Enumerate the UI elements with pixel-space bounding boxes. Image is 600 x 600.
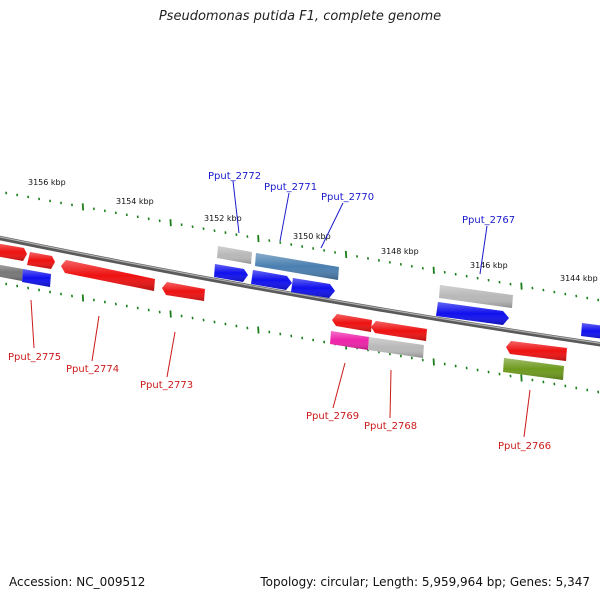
label-leader-lines <box>30 180 531 438</box>
topology-text: Topology: circular; Length: 5,959,964 bp… <box>260 575 590 589</box>
ruler-top <box>5 191 600 302</box>
gene-label-pput-2775[interactable]: Pput_2775 <box>8 352 61 363</box>
genome-backbone <box>0 235 600 347</box>
accession-text: Accession: NC_009512 <box>9 575 146 589</box>
tick-label-3154: 3154 kbp <box>116 197 154 206</box>
gene-label-pput-2772[interactable]: Pput_2772 <box>208 171 261 182</box>
gene-labels-bottom: Pput_2775 Pput_2774 Pput_2773 Pput_2769 … <box>8 352 551 452</box>
gene-label-pput-2766[interactable]: Pput_2766 <box>498 441 551 452</box>
gene-label-pput-2771[interactable]: Pput_2771 <box>264 182 317 193</box>
gene-features[interactable] <box>0 243 600 380</box>
genome-title: Pseudomonas putida F1, complete genome <box>158 9 442 24</box>
gene-label-pput-2767[interactable]: Pput_2767 <box>462 215 515 226</box>
gene-label-pput-2768[interactable]: Pput_2768 <box>364 421 417 432</box>
gene-labels-top: Pput_2772 Pput_2771 Pput_2770 Pput_2767 <box>208 171 515 226</box>
tick-labels: 3156 kbp 3154 kbp 3152 kbp 3150 kbp 3148… <box>28 178 598 283</box>
tick-label-3150: 3150 kbp <box>293 232 331 241</box>
gene-label-pput-2769[interactable]: Pput_2769 <box>306 411 359 422</box>
gene-label-pput-2773[interactable]: Pput_2773 <box>140 380 193 391</box>
gene-label-pput-2770[interactable]: Pput_2770 <box>321 192 374 203</box>
tick-label-3144: 3144 kbp <box>560 274 598 283</box>
tick-label-3148: 3148 kbp <box>381 247 419 256</box>
tick-label-3156: 3156 kbp <box>28 178 66 187</box>
gene-label-pput-2774[interactable]: Pput_2774 <box>66 364 119 375</box>
tick-label-3152: 3152 kbp <box>204 214 242 223</box>
tick-label-3146: 3146 kbp <box>470 261 508 270</box>
